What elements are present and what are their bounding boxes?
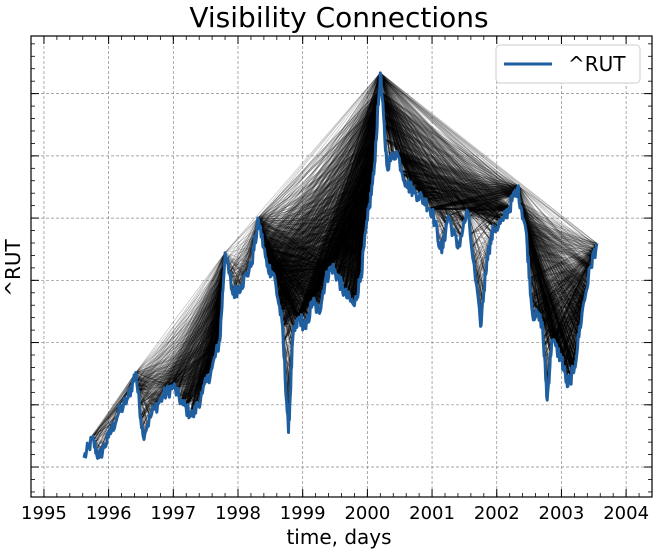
visibility-chart: 1995199619971998199920002001200220032004…: [0, 0, 659, 553]
